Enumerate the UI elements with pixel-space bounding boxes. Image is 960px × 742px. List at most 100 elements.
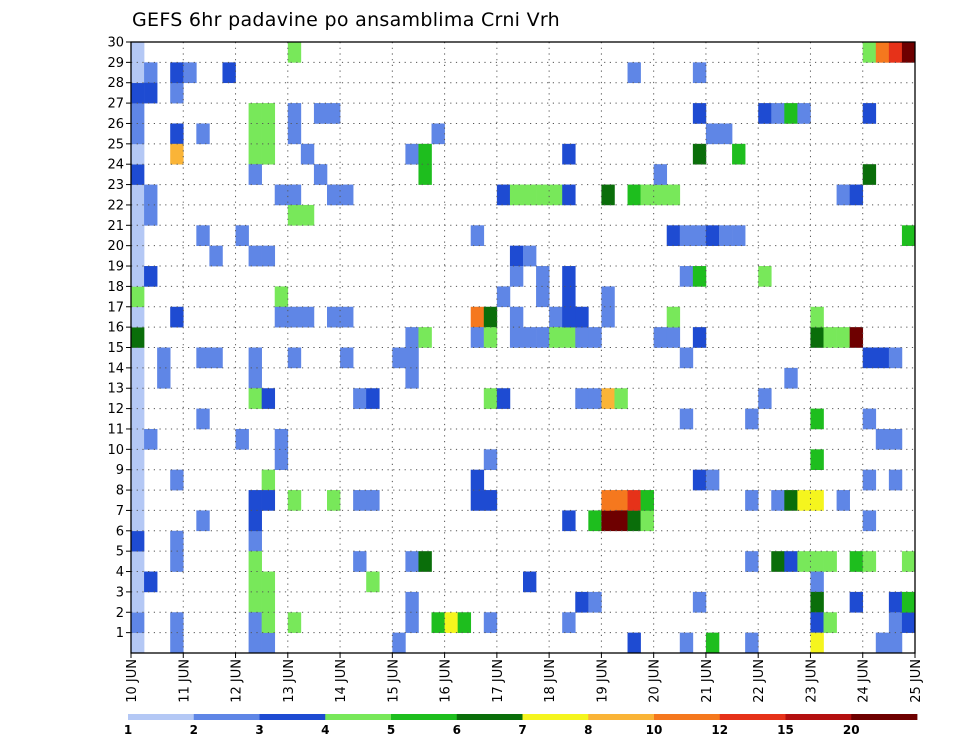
x-tick-label: 12 JUN <box>230 659 245 703</box>
x-tick-label: 16 JUN <box>439 659 454 703</box>
heatmap-cell <box>601 286 615 308</box>
x-tick-label: 17 JUN <box>491 659 506 703</box>
legend-swatch <box>522 714 589 720</box>
heatmap-cell <box>758 103 772 124</box>
heatmap-cell <box>523 327 537 348</box>
heatmap-cell <box>614 510 628 532</box>
heatmap-cell <box>405 347 419 369</box>
x-tick-label: 25 JUN <box>909 659 924 703</box>
heatmap-cell <box>196 123 210 145</box>
heatmap-cell <box>666 327 681 348</box>
heatmap-cell <box>509 306 524 328</box>
heatmap-cell <box>536 184 550 206</box>
legend-label: 10 <box>646 723 663 737</box>
y-axis: 1234567891011121314151617181920212223242… <box>107 36 131 641</box>
heatmap-cell <box>131 347 145 369</box>
heatmap-cell <box>366 571 380 593</box>
heatmap-cell <box>248 530 262 552</box>
heatmap-cell <box>327 184 341 206</box>
heatmap-cell <box>692 103 707 124</box>
heatmap-cell <box>862 510 877 532</box>
heatmap-cell <box>405 367 419 389</box>
heatmap-cell <box>797 490 811 511</box>
heatmap-cell <box>366 388 380 409</box>
heatmap-cell <box>810 591 824 613</box>
y-tick-label: 28 <box>107 76 124 91</box>
heatmap-cell <box>523 245 537 267</box>
y-tick-label: 27 <box>107 97 124 112</box>
heatmap-cell <box>719 225 733 246</box>
heatmap-cell <box>875 347 890 369</box>
heatmap-cell <box>287 42 302 63</box>
heatmap-cell <box>131 225 145 246</box>
heatmap-cell <box>483 490 498 511</box>
y-tick-label: 13 <box>107 382 124 397</box>
heatmap-cell <box>196 225 210 246</box>
heatmap-cell <box>523 184 537 206</box>
heatmap-cell <box>627 632 641 654</box>
heatmap-cell <box>144 266 158 287</box>
heatmap-cell <box>405 327 419 348</box>
heatmap-cell <box>901 591 916 613</box>
y-tick-label: 20 <box>107 239 124 254</box>
heatmap-cell <box>248 143 262 165</box>
heatmap-cell <box>588 388 602 409</box>
heatmap-cell <box>771 551 785 572</box>
y-tick-label: 11 <box>107 422 124 437</box>
heatmap-cell <box>457 612 472 633</box>
heatmap-cell <box>131 103 145 124</box>
heatmap-cell <box>836 490 850 511</box>
heatmap-cell <box>300 204 315 226</box>
y-tick-label: 7 <box>116 504 124 519</box>
y-tick-label: 9 <box>116 463 124 478</box>
heatmap-cell <box>588 591 602 613</box>
heatmap-cell <box>862 42 877 63</box>
heatmap-cell <box>131 408 145 430</box>
heatmap-cell <box>470 490 485 511</box>
heatmap-cell <box>261 571 276 593</box>
heatmap-cell <box>131 164 145 185</box>
heatmap-cell <box>679 266 694 287</box>
y-tick-label: 3 <box>116 585 124 600</box>
heatmap-cell <box>549 327 563 348</box>
heatmap-cell <box>732 225 746 246</box>
heatmap-cell <box>131 449 145 470</box>
heatmap-cell <box>797 551 811 572</box>
heatmap-cell <box>287 306 302 328</box>
heatmap-cell <box>131 204 145 226</box>
heatmap-cell <box>248 347 262 369</box>
heatmap-cell <box>248 123 262 145</box>
x-tick-label: 20 JUN <box>648 659 663 703</box>
heatmap-cell <box>823 327 837 348</box>
heatmap-cell <box>901 551 916 572</box>
y-tick-label: 12 <box>107 402 124 417</box>
heatmap-cell <box>261 632 276 654</box>
heatmap-cell <box>261 612 276 633</box>
heatmap-cell <box>287 184 302 206</box>
y-tick-label: 23 <box>107 178 124 193</box>
heatmap-cell <box>392 632 406 654</box>
heatmap-cell <box>784 103 798 124</box>
heatmap-cell <box>653 327 668 348</box>
color-legend: 1 2 3 4 5 6 7 8 10 12 15 20 <box>124 714 918 737</box>
heatmap-cell <box>209 347 223 369</box>
heatmap-cell <box>131 632 145 654</box>
heatmap-cell <box>797 103 811 124</box>
heatmap-cell <box>888 469 903 491</box>
heatmap-cell <box>131 143 145 165</box>
heatmap-cell <box>679 408 694 430</box>
heatmap-cell <box>745 490 759 511</box>
heatmap-cell <box>235 225 249 246</box>
heatmap-cell <box>261 245 276 267</box>
y-tick-label: 22 <box>107 198 124 213</box>
y-tick-label: 5 <box>116 545 124 560</box>
heatmap-cell <box>496 388 511 409</box>
heatmap-cell <box>131 286 145 308</box>
heatmap-cell <box>170 123 184 145</box>
heatmap-cell <box>771 490 785 511</box>
heatmap-cell <box>340 347 354 369</box>
heatmap-cell <box>170 612 184 633</box>
x-axis: 10 JUN 11 JUN 12 JUN 13 JUN 14 JUN 15 JUN 16 J… <box>125 653 924 703</box>
heatmap-cell <box>131 184 145 206</box>
